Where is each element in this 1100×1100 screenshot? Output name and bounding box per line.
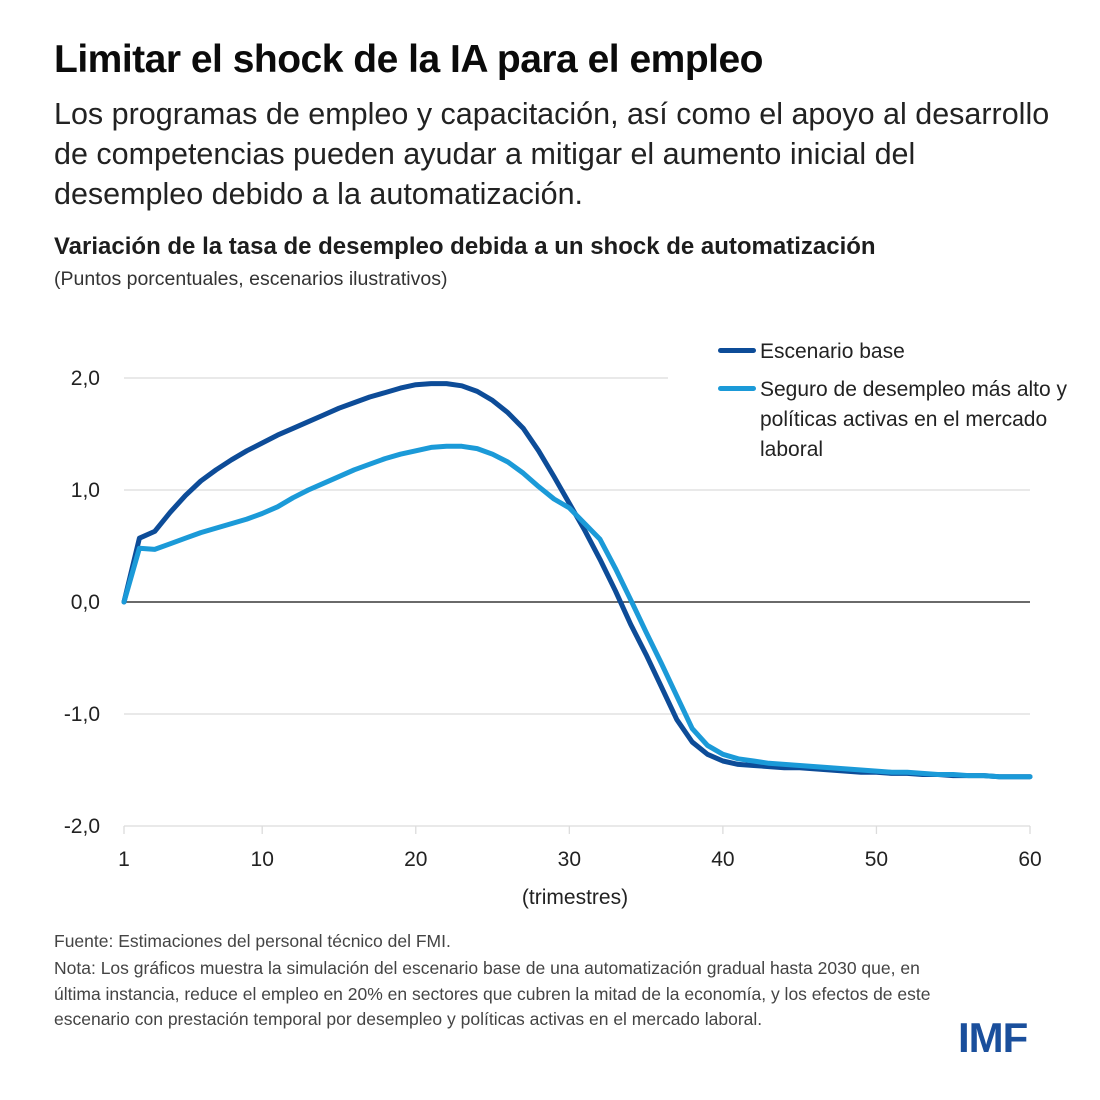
legend-label: Escenario base (760, 340, 905, 363)
x-tick-label: 20 (404, 848, 427, 871)
legend-item-alt: Seguro de desempleo más alto y políticas… (718, 375, 1078, 465)
legend-item-base: Escenario base (718, 337, 1078, 367)
series-lines (121, 381, 1033, 780)
x-axis-ticks: 1 10 20 30 40 50 60 (118, 826, 1042, 871)
x-tick-label: 60 (1018, 848, 1041, 871)
x-tick-label: 40 (711, 848, 734, 871)
legend-swatch-alt-icon (718, 386, 756, 391)
x-tick-label: 30 (558, 848, 581, 871)
x-tick-label: 10 (251, 848, 274, 871)
footnote: Nota: Los gráficos muestra la simulación… (54, 958, 931, 1029)
chart-subtitle: (Puntos porcentuales, escenarios ilustra… (54, 268, 448, 290)
legend-swatch-base-icon (718, 348, 756, 353)
x-axis-label: (trimestres) (521, 886, 629, 909)
series-line-seguro-desempleo (121, 443, 1033, 780)
y-tick-label: 0,0 (71, 591, 100, 614)
source-note: Fuente: Estimaciones del personal técnic… (54, 931, 451, 951)
x-tick-label: 50 (865, 848, 888, 871)
x-tick-label: 1 (118, 848, 130, 871)
y-tick-label: 2,0 (71, 367, 100, 390)
gridlines (124, 377, 1030, 827)
legend-label: Seguro de desempleo más alto y políticas… (760, 378, 1068, 461)
imf-logo: IMF (958, 1014, 1028, 1061)
y-tick-label: 1,0 (71, 479, 100, 502)
page-subtitle: Los programas de empleo y capacitación, … (54, 97, 1050, 211)
chart-title: Variación de la tasa de desempleo debida… (54, 233, 876, 260)
y-axis-tick-labels: 2,0 1,0 0,0 -1,0 -2,0 (64, 367, 100, 838)
y-tick-label: -1,0 (64, 703, 100, 726)
legend: Escenario base Seguro de desempleo más a… (718, 337, 1078, 473)
page-title: Limitar el shock de la IA para el empleo (54, 38, 763, 81)
y-tick-label: -2,0 (64, 815, 100, 838)
